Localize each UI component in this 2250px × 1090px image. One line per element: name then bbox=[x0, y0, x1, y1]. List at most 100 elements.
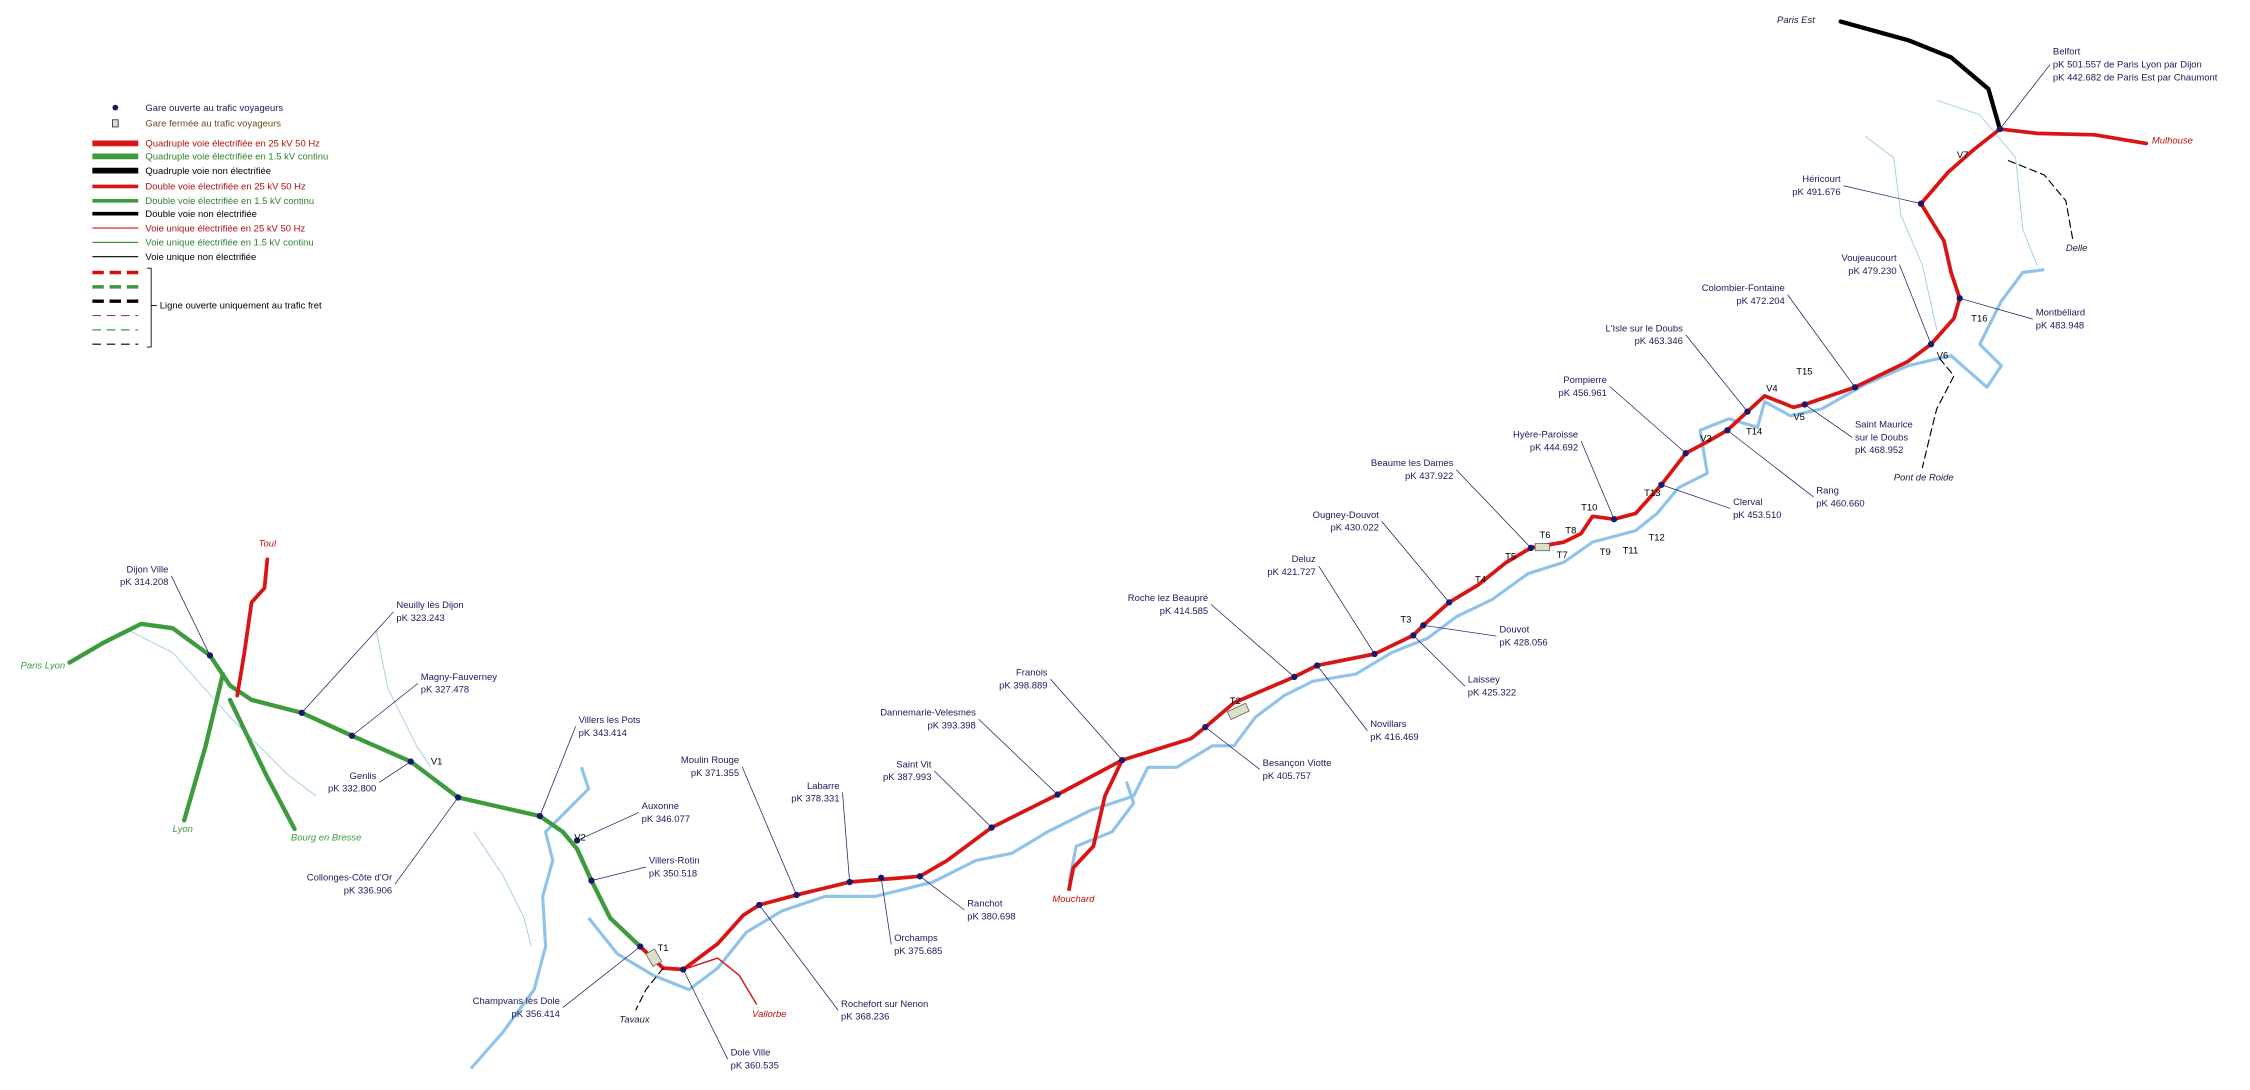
station-label-line: pK 430.022 bbox=[1330, 523, 1378, 534]
station-dot bbox=[407, 758, 414, 765]
legend-closed-station bbox=[112, 119, 119, 128]
station-label: Orchamps pK 375.685 bbox=[894, 933, 942, 957]
station: Rochefort sur Nenon pK 368.236 bbox=[756, 901, 928, 1023]
station-label: Beaume les Dames pK 437.922 bbox=[1371, 458, 1454, 482]
station-label: Ougney-Douvot pK 430.022 bbox=[1313, 510, 1380, 534]
station: Ranchot pK 380.698 bbox=[916, 873, 1016, 922]
station-label-line: pK 368.236 bbox=[841, 1012, 889, 1023]
station-label-line: pK 428.056 bbox=[1499, 637, 1547, 648]
station-label-line: Dijon Ville bbox=[127, 564, 169, 575]
station-leader bbox=[919, 876, 965, 911]
station-label: Auxonne pK 346.077 bbox=[642, 801, 690, 825]
station-dot bbox=[878, 874, 885, 881]
station-label-line: pK 442.682 de Paris Est par Chaumont bbox=[2053, 72, 2218, 83]
station-label-line: Rochefort sur Nenon bbox=[841, 999, 928, 1010]
station-label-line: pK 371.355 bbox=[691, 768, 739, 779]
railway-line bbox=[227, 697, 297, 832]
station-label-line: sur le Doubs bbox=[1855, 432, 1908, 443]
station-label-line: Voujeaucourt bbox=[1841, 253, 1897, 264]
station-label: Villers-Rotin pK 350.518 bbox=[649, 855, 700, 879]
station-leader bbox=[1456, 469, 1532, 549]
station-label-line: pK 323.243 bbox=[396, 613, 444, 624]
station-leader bbox=[562, 946, 641, 1008]
station-label-line: Clerval bbox=[1733, 497, 1762, 508]
station-label-line: Deluz bbox=[1292, 554, 1316, 565]
station: L'Isle sur le Doubs pK 463.346 bbox=[1605, 323, 1751, 415]
station: Pompierre pK 456.961 bbox=[1559, 375, 1689, 457]
station-label-line: Saint Maurice bbox=[1855, 419, 1913, 430]
station-label: Clerval pK 453.510 bbox=[1733, 497, 1781, 521]
station-label: Laissey pK 425.322 bbox=[1468, 675, 1516, 699]
station-label-line: pK 416.469 bbox=[1370, 732, 1418, 743]
station-label-line: pK 336.906 bbox=[344, 886, 392, 897]
station-dot bbox=[846, 878, 853, 886]
station-leader bbox=[1804, 404, 1853, 438]
railway-line bbox=[1921, 357, 1955, 469]
legend-open-station bbox=[112, 104, 119, 111]
station-dot bbox=[536, 812, 543, 820]
tunnel-label: T10 bbox=[1581, 503, 1597, 514]
destination-label: Tavaux bbox=[619, 1015, 649, 1026]
station-leader bbox=[394, 797, 459, 885]
station-label-line: pK 398.889 bbox=[999, 680, 1047, 691]
station: Roche lez Beaupré pK 414.585 bbox=[1128, 593, 1298, 681]
station-dot bbox=[573, 837, 581, 844]
station-leader bbox=[170, 575, 211, 656]
legend-label: Gare ouverte au trafic voyageurs bbox=[145, 103, 283, 114]
station-leader bbox=[1899, 264, 1932, 345]
station-dot bbox=[348, 732, 356, 739]
destination-label: Delle bbox=[2066, 243, 2088, 254]
station: Collonges-Côte d'Or pK 336.906 bbox=[307, 794, 462, 897]
station-label-line: pK 421.727 bbox=[1267, 567, 1315, 578]
station-leader bbox=[1685, 334, 1748, 412]
railway-line bbox=[235, 557, 270, 698]
tunnel-label: T5 bbox=[1505, 551, 1516, 562]
station: Dijon Ville pK 314.208 bbox=[120, 564, 214, 659]
tunnel-label: T3 bbox=[1400, 614, 1411, 625]
station-label-line: pK 453.510 bbox=[1733, 510, 1781, 521]
tunnel-label: T12 bbox=[1648, 533, 1664, 544]
station-label: Saint Vit pK 387.993 bbox=[883, 759, 932, 783]
station-dot bbox=[1956, 295, 1963, 302]
station-label-line: Besançon Viotte bbox=[1263, 758, 1332, 769]
station-label-line: pK 380.698 bbox=[967, 911, 1015, 922]
tunnel-label: T6 bbox=[1539, 530, 1550, 541]
station-dot bbox=[298, 709, 305, 716]
station-label-line: pK 460.660 bbox=[1816, 498, 1864, 509]
station-dot bbox=[637, 943, 644, 950]
station-label: Montbéliard pK 483.948 bbox=[2036, 308, 2085, 332]
station: Labarre pK 378.331 bbox=[791, 781, 853, 886]
station-label-line: Colombier-Fontaine bbox=[1702, 283, 1785, 294]
viaduct-label: V4 bbox=[1766, 384, 1778, 395]
legend-freight-note: Ligne ouverte uniquement au trafic fret bbox=[160, 300, 322, 311]
station-leader bbox=[1050, 678, 1123, 761]
station-label-line: Hyère-Paroisse bbox=[1513, 429, 1578, 440]
station-label-line: pK 332.800 bbox=[328, 784, 376, 795]
station: Rang pK 460.660 bbox=[1724, 427, 1865, 509]
station-dot bbox=[1527, 544, 1535, 552]
tunnel-label: T15 bbox=[1796, 366, 1812, 377]
tunnel-label: T8 bbox=[1565, 526, 1576, 537]
station-label: Besançon Viotte pK 405.757 bbox=[1263, 758, 1332, 782]
legend-label: Quadruple voie électrifiée en 1.5 kV con… bbox=[145, 152, 328, 163]
destination-label: Mouchard bbox=[1052, 894, 1095, 905]
destination-label: Bourg en Bresse bbox=[291, 832, 361, 843]
legend-freight-lines bbox=[92, 267, 157, 348]
station-leader bbox=[1381, 521, 1450, 603]
viaduct-label: V6 bbox=[1937, 351, 1949, 362]
station: Neuilly lès Dijon pK 323.243 bbox=[298, 600, 464, 716]
station: Deluz pK 421.727 bbox=[1267, 554, 1378, 658]
station: Auxonne pK 346.077 bbox=[573, 801, 690, 844]
station-dot bbox=[1658, 481, 1665, 488]
station-label-line: pK 479.230 bbox=[1848, 266, 1896, 277]
station-label-line: pK 456.961 bbox=[1559, 388, 1607, 399]
railway-line bbox=[182, 671, 226, 823]
station-label-line: pK 425.322 bbox=[1468, 688, 1516, 699]
station: Belfort pK 501.557 de Paris Lyon par Dijo… bbox=[1996, 46, 2218, 133]
rivers bbox=[129, 99, 2045, 1070]
tunnel-label: T1 bbox=[657, 943, 668, 954]
station: Colombier-Fontaine pK 472.204 bbox=[1702, 283, 1859, 391]
station-dot bbox=[1314, 662, 1321, 669]
viaduct-label: V7 bbox=[1957, 150, 1969, 161]
station-label-line: pK 343.414 bbox=[579, 728, 627, 739]
